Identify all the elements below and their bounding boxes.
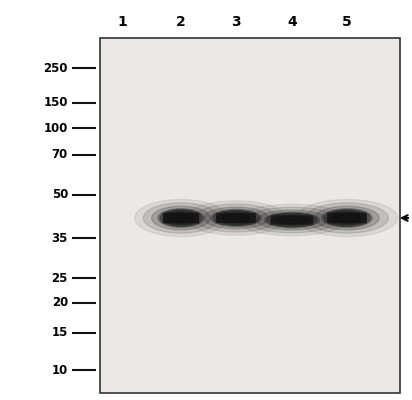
Ellipse shape (296, 200, 398, 236)
Text: 10: 10 (52, 364, 68, 376)
Ellipse shape (204, 207, 268, 229)
Text: 4: 4 (287, 15, 297, 29)
Ellipse shape (163, 211, 199, 225)
Ellipse shape (247, 207, 337, 233)
Text: 25: 25 (52, 272, 68, 284)
Text: 15: 15 (52, 326, 68, 340)
Ellipse shape (333, 213, 361, 223)
Ellipse shape (213, 210, 259, 226)
Ellipse shape (237, 204, 347, 236)
Text: 1: 1 (117, 15, 127, 29)
Text: 20: 20 (52, 296, 68, 310)
Ellipse shape (160, 210, 202, 226)
Ellipse shape (135, 200, 227, 236)
Ellipse shape (211, 210, 261, 226)
Text: 150: 150 (44, 96, 68, 110)
Ellipse shape (322, 209, 372, 227)
Text: 70: 70 (52, 148, 68, 162)
Text: 50: 50 (52, 188, 68, 202)
Text: 250: 250 (44, 62, 68, 74)
Ellipse shape (185, 201, 287, 235)
Ellipse shape (277, 216, 307, 224)
Ellipse shape (328, 211, 367, 225)
Ellipse shape (158, 209, 204, 227)
Ellipse shape (216, 211, 255, 225)
Text: 35: 35 (52, 232, 68, 244)
Ellipse shape (222, 213, 250, 223)
Ellipse shape (143, 203, 219, 233)
Text: 5: 5 (342, 15, 352, 29)
Ellipse shape (315, 206, 379, 230)
Ellipse shape (169, 213, 194, 223)
Ellipse shape (194, 204, 277, 232)
Ellipse shape (324, 210, 370, 226)
Text: 3: 3 (231, 15, 241, 29)
Ellipse shape (306, 203, 389, 233)
Text: 100: 100 (44, 122, 68, 134)
Ellipse shape (152, 206, 211, 230)
Ellipse shape (265, 212, 319, 228)
FancyBboxPatch shape (163, 212, 199, 224)
FancyBboxPatch shape (216, 213, 256, 223)
FancyBboxPatch shape (327, 212, 367, 224)
Ellipse shape (257, 210, 327, 230)
Text: 2: 2 (176, 15, 186, 29)
FancyBboxPatch shape (271, 215, 314, 225)
Bar (100, 38, 400, 393)
Ellipse shape (267, 213, 317, 227)
Ellipse shape (271, 214, 313, 226)
